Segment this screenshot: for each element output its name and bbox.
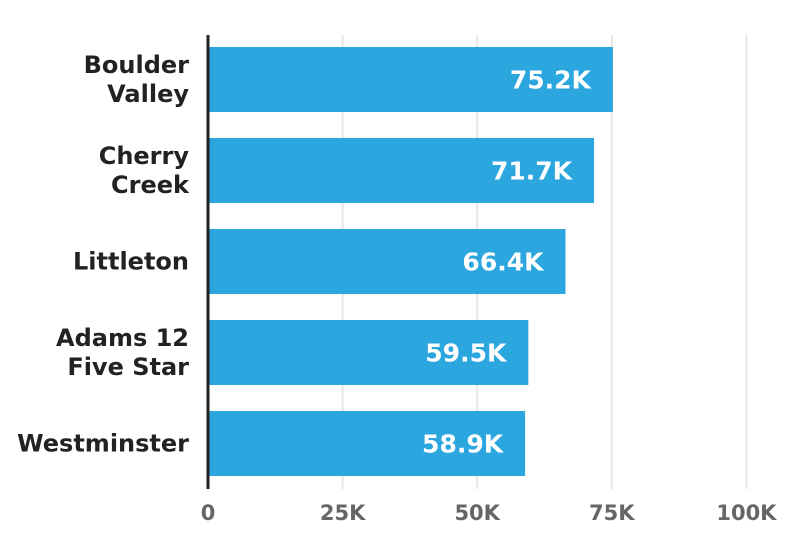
x-tick-labels: 0 25K 50K 75K 100K: [201, 501, 777, 525]
category-label: Adams 12: [56, 324, 189, 352]
data-label: 58.9K: [422, 430, 505, 459]
bar: [208, 411, 526, 476]
x-tick-label: 0: [201, 501, 216, 525]
category-label: Creek: [111, 171, 190, 199]
data-label: 75.2K: [510, 66, 593, 95]
category-label: Littleton: [73, 248, 189, 276]
x-tick-label: 100K: [716, 501, 777, 525]
data-label: 66.4K: [462, 248, 545, 277]
category-label: Westminster: [17, 430, 189, 458]
bars: 75.2K 71.7K 66.4K 59.5K 58.9K: [208, 47, 613, 476]
bar: [208, 229, 566, 294]
bar: [208, 138, 595, 203]
category-label: Five Star: [67, 353, 189, 381]
bar: [208, 320, 529, 385]
data-label: 59.5K: [425, 339, 508, 368]
x-tick-label: 50K: [454, 501, 500, 525]
bar: [208, 47, 613, 112]
data-label: 71.7K: [491, 157, 574, 186]
category-label: Valley: [107, 80, 189, 108]
category-label: Cherry: [99, 142, 190, 170]
x-tick-label: 25K: [320, 501, 366, 525]
x-tick-label: 75K: [589, 501, 635, 525]
category-label: Boulder: [84, 51, 190, 79]
